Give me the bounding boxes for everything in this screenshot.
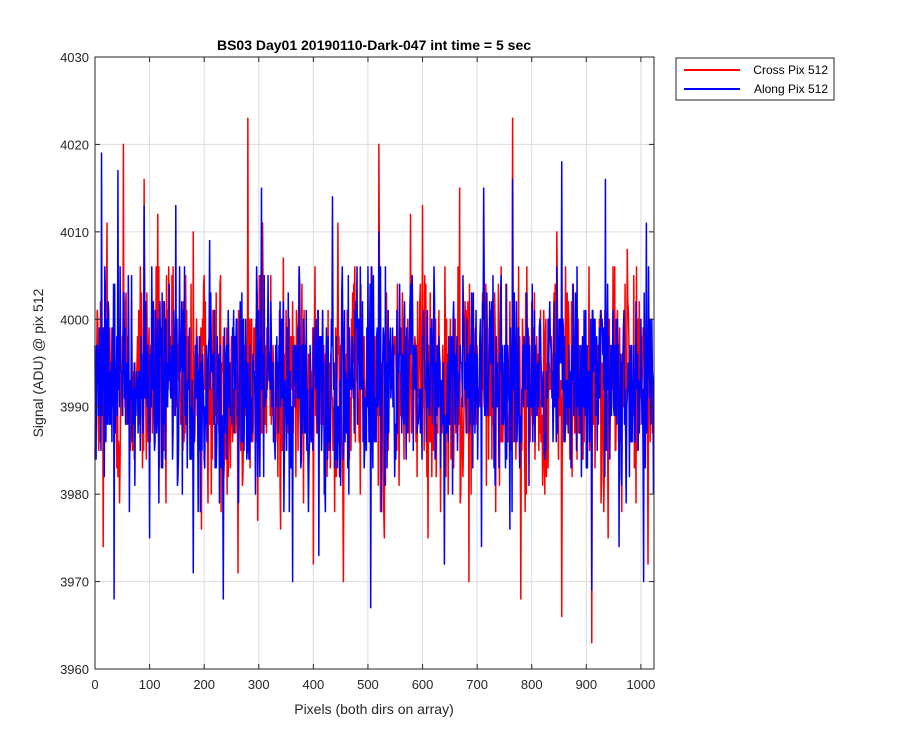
legend-label-along: Along Pix 512 [754, 82, 828, 96]
y-tick-label: 4020 [60, 137, 89, 152]
x-tick-label: 500 [357, 677, 379, 692]
x-tick-label: 300 [248, 677, 270, 692]
x-tick-label: 900 [575, 677, 597, 692]
series-lines [94, 117, 655, 644]
y-tick-label: 4000 [60, 312, 89, 327]
y-axis-label: Signal (ADU) @ pix 512 [30, 288, 46, 437]
x-tick-label: 0 [91, 677, 98, 692]
x-tick-label: 700 [466, 677, 488, 692]
axes-box [94, 56, 655, 670]
y-tick-label: 4030 [60, 50, 89, 65]
legend-label-cross: Cross Pix 512 [753, 63, 828, 77]
y-tick-label: 3980 [60, 487, 89, 502]
x-tick-label: 1000 [626, 677, 655, 692]
y-tick-label: 3990 [60, 400, 89, 415]
x-axis-label: Pixels (both dirs on array) [294, 701, 454, 717]
legend-box [675, 57, 835, 101]
y-tick-label: 3970 [60, 575, 89, 590]
x-tick-label: 200 [193, 677, 215, 692]
legend[interactable]: Cross Pix 512 Along Pix 512 [675, 57, 835, 101]
y-tick-label: 3960 [60, 662, 89, 677]
x-tick-label: 800 [521, 677, 543, 692]
x-tick-label: 100 [139, 677, 161, 692]
chart-title: BS03 Day01 20190110-Dark-047 int time = … [217, 37, 531, 53]
x-tick-label: 600 [412, 677, 434, 692]
y-tick-label: 4010 [60, 225, 89, 240]
x-tick-label: 400 [303, 677, 325, 692]
series-line-1 [94, 152, 655, 609]
axis-ticks: 0 100 200 300 400 500 600 700 800 900 1000 3960 3970… [60, 50, 655, 692]
